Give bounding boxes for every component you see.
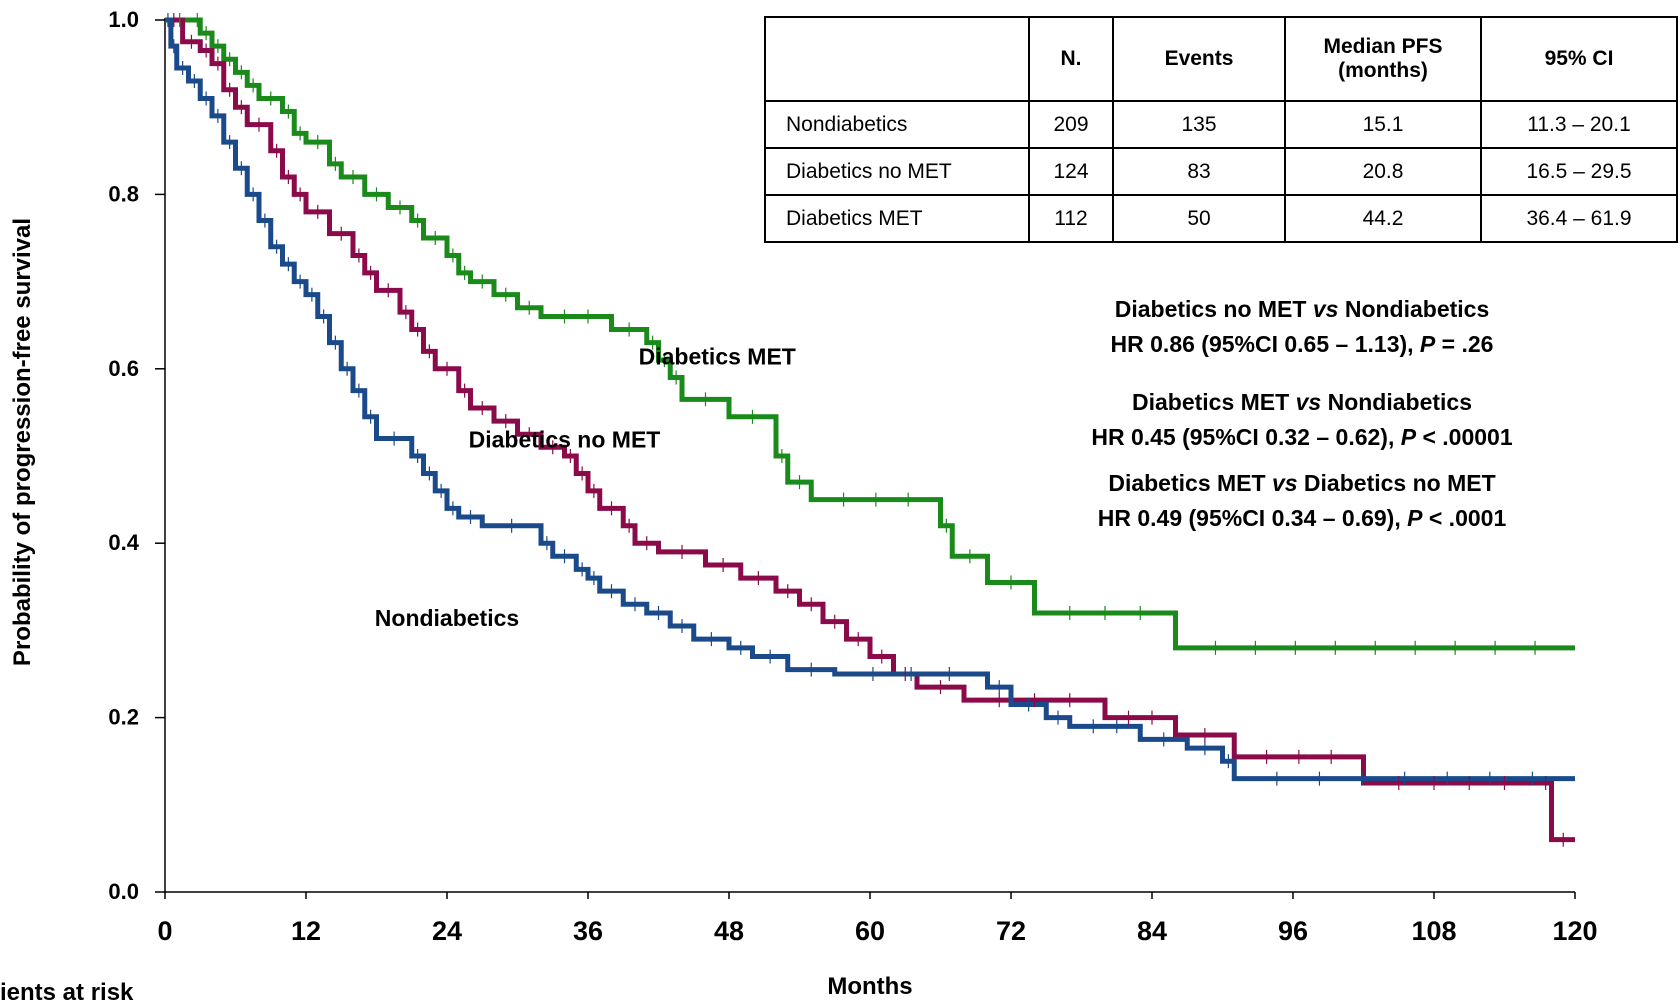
- summary-table: N. Events Median PFS (months) 95% CI Non…: [764, 16, 1678, 243]
- median-cell: 15.1: [1284, 100, 1482, 149]
- y-tick-label: 0.6: [108, 356, 139, 381]
- ticks-layer: [167, 13, 1564, 847]
- p-value: < .0001: [1422, 505, 1506, 531]
- table-header-cell: Events: [1112, 16, 1286, 102]
- p-value: < .00001: [1416, 424, 1513, 450]
- group-label: Diabetics MET: [764, 194, 1030, 243]
- x-tick-label: 36: [573, 916, 603, 946]
- hazard-ratio: HR 0.49 (95%CI 0.34 – 0.69),: [1098, 505, 1407, 531]
- comparison-group-b: Nondiabetics: [1338, 296, 1489, 322]
- group-label: Diabetics no MET: [764, 147, 1030, 196]
- labels-layer: Diabetics MET Diabetics no MET Nondiabetic…: [375, 343, 796, 631]
- table-header-cell: 95% CI: [1480, 16, 1678, 102]
- n-cell: 112: [1028, 194, 1114, 243]
- table-header-row: N. Events Median PFS (months) 95% CI: [764, 16, 1678, 102]
- n-cell: 209: [1028, 100, 1114, 149]
- ci-cell: 16.5 – 29.5: [1480, 147, 1678, 196]
- table-row: Diabetics MET 112 50 44.2 36.4 – 61.9: [764, 194, 1678, 243]
- hazard-ratio: HR 0.45 (95%CI 0.32 – 0.62),: [1091, 424, 1400, 450]
- comparison-title: Diabetics MET vs Nondiabetics: [1132, 389, 1472, 415]
- table-header-cell: Median PFS (months): [1284, 16, 1482, 102]
- x-tick-label: 108: [1411, 916, 1456, 946]
- comparison-title: Diabetics MET vs Diabetics no MET: [1108, 470, 1495, 496]
- table-row: Diabetics no MET 124 83 20.8 16.5 – 29.5: [764, 147, 1678, 196]
- comparison-group-a: Diabetics MET: [1108, 470, 1272, 496]
- series-label: Diabetics no MET: [469, 426, 661, 452]
- at-risk-label: ients at risk: [0, 979, 134, 1002]
- group-label: Nondiabetics: [764, 100, 1030, 149]
- ci-cell: 36.4 – 61.9: [1480, 194, 1678, 243]
- median-cell: 44.2: [1284, 194, 1482, 243]
- comparison-annotations: Diabetics no MET vs Nondiabetics HR 0.86 …: [1091, 296, 1513, 531]
- comparison-vs: vs: [1272, 470, 1298, 496]
- comparison-vs: vs: [1313, 296, 1339, 322]
- y-tick-label: 0.0: [108, 879, 139, 904]
- n-cell: 124: [1028, 147, 1114, 196]
- y-tick-label: 0.4: [108, 530, 139, 555]
- p-label: P: [1420, 331, 1436, 357]
- x-tick-label: 60: [855, 916, 885, 946]
- comparison-vs: vs: [1296, 389, 1322, 415]
- axes: 0 12 24 36 48 60 72 84 96 108 120 0.0 0.2 0.4 0.6 0.8 1.…: [108, 7, 1597, 946]
- x-tick-label: 96: [1278, 916, 1308, 946]
- events-cell: 83: [1112, 147, 1286, 196]
- y-tick-label: 1.0: [108, 7, 139, 32]
- comparison-stats: HR 0.45 (95%CI 0.32 – 0.62), P < .00001: [1091, 424, 1513, 450]
- x-tick-label: 48: [714, 916, 744, 946]
- hazard-ratio: HR 0.86 (95%CI 0.65 – 1.13),: [1111, 331, 1420, 357]
- comparison-title: Diabetics no MET vs Nondiabetics: [1115, 296, 1490, 322]
- comparison-group-b: Nondiabetics: [1321, 389, 1472, 415]
- km-curve-0: [165, 17, 1575, 651]
- p-label: P: [1401, 424, 1417, 450]
- x-tick-label: 84: [1137, 916, 1167, 946]
- y-tick-label: 0.8: [108, 181, 139, 206]
- y-tick-label: 0.2: [108, 705, 139, 730]
- y-axis-label: Probability of progression-free survival: [9, 218, 36, 666]
- table-header-cell: [764, 16, 1030, 102]
- ci-cell: 11.3 – 20.1: [1480, 100, 1678, 149]
- series-label: Diabetics MET: [639, 343, 796, 369]
- series-label: Nondiabetics: [375, 605, 519, 631]
- p-value: = .26: [1435, 331, 1493, 357]
- x-tick-label: 120: [1552, 916, 1597, 946]
- comparison-group-a: Diabetics MET: [1132, 389, 1296, 415]
- table-header-cell: N.: [1028, 16, 1114, 102]
- events-cell: 50: [1112, 194, 1286, 243]
- comparison-group-b: Diabetics no MET: [1298, 470, 1496, 496]
- median-cell: 20.8: [1284, 147, 1482, 196]
- p-label: P: [1407, 505, 1423, 531]
- comparison-stats: HR 0.86 (95%CI 0.65 – 1.13), P = .26: [1111, 331, 1494, 357]
- x-tick-label: 24: [432, 916, 462, 946]
- table-row: Nondiabetics 209 135 15.1 11.3 – 20.1: [764, 100, 1678, 149]
- x-tick-label: 72: [996, 916, 1026, 946]
- comparison-stats: HR 0.49 (95%CI 0.34 – 0.69), P < .0001: [1098, 505, 1507, 531]
- x-tick-label: 12: [291, 916, 321, 946]
- x-tick-label: 0: [157, 916, 172, 946]
- x-axis-label: Months: [827, 973, 912, 1000]
- comparison-group-a: Diabetics no MET: [1115, 296, 1313, 322]
- events-cell: 135: [1112, 100, 1286, 149]
